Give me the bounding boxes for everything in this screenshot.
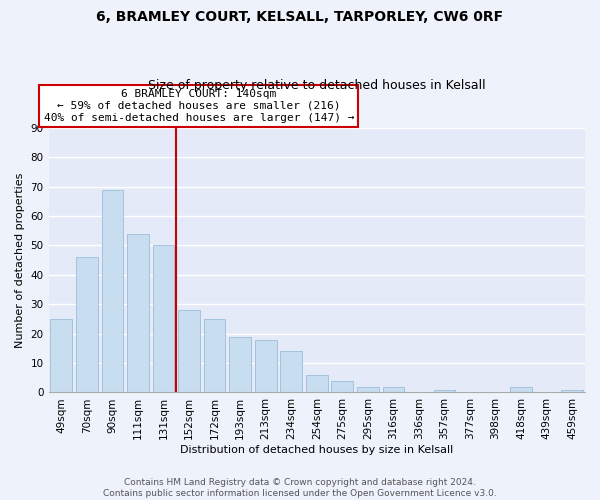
Bar: [510, 386, 532, 392]
X-axis label: Distribution of detached houses by size in Kelsall: Distribution of detached houses by size …: [180, 445, 454, 455]
Bar: [152, 246, 175, 392]
Bar: [383, 386, 404, 392]
Bar: [101, 190, 123, 392]
Bar: [562, 390, 583, 392]
Y-axis label: Number of detached properties: Number of detached properties: [15, 172, 25, 348]
Bar: [229, 336, 251, 392]
Bar: [204, 319, 226, 392]
Text: Contains HM Land Registry data © Crown copyright and database right 2024.
Contai: Contains HM Land Registry data © Crown c…: [103, 478, 497, 498]
Bar: [280, 352, 302, 393]
Text: 6, BRAMLEY COURT, KELSALL, TARPORLEY, CW6 0RF: 6, BRAMLEY COURT, KELSALL, TARPORLEY, CW…: [97, 10, 503, 24]
Bar: [255, 340, 277, 392]
Bar: [178, 310, 200, 392]
Bar: [331, 380, 353, 392]
Bar: [357, 386, 379, 392]
Bar: [434, 390, 455, 392]
Bar: [76, 257, 98, 392]
Title: Size of property relative to detached houses in Kelsall: Size of property relative to detached ho…: [148, 79, 485, 92]
Bar: [127, 234, 149, 392]
Bar: [50, 319, 72, 392]
Bar: [306, 375, 328, 392]
Text: 6 BRAMLEY COURT: 140sqm
← 59% of detached houses are smaller (216)
40% of semi-d: 6 BRAMLEY COURT: 140sqm ← 59% of detache…: [44, 90, 354, 122]
